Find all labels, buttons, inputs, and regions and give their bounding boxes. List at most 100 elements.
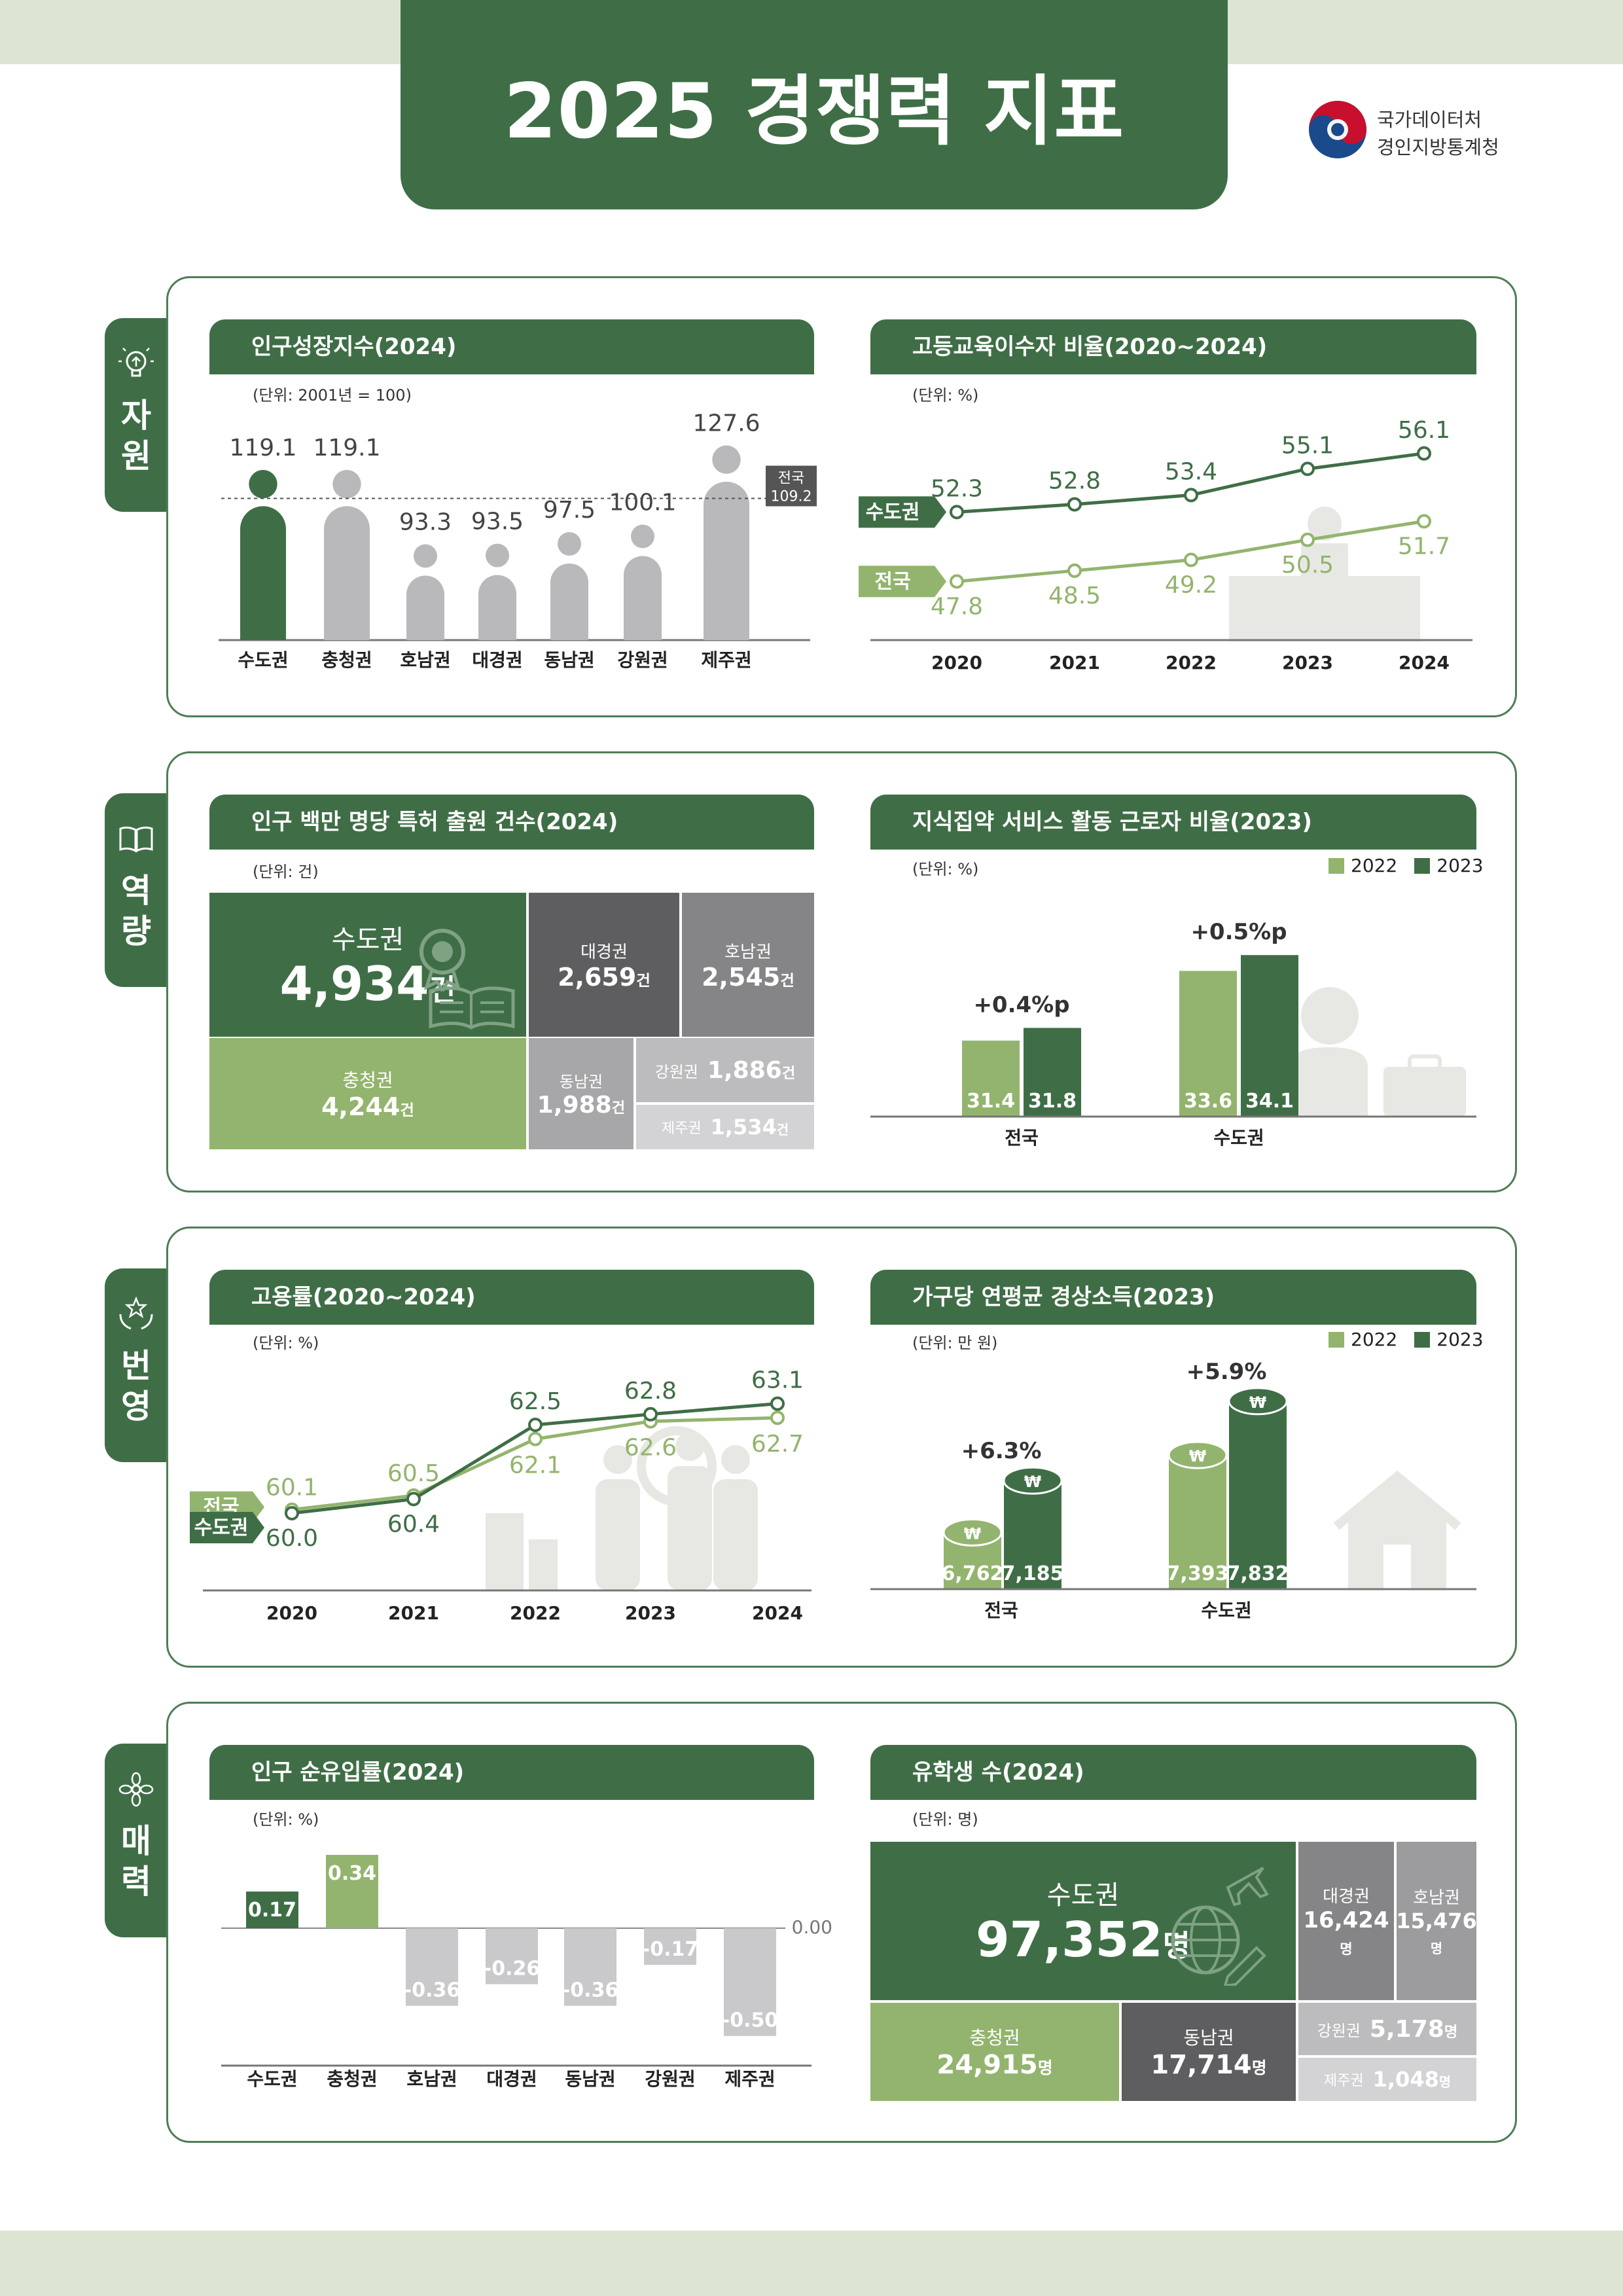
legend-label-2023: 2023 (1436, 855, 1484, 876)
data-label: 60.1 (266, 1475, 318, 1501)
unit-net-inflow: (단위: %) (253, 1810, 319, 1829)
region-label: 대경권 (1323, 1886, 1370, 1907)
data-point (528, 1418, 543, 1432)
data-point (1067, 497, 1082, 512)
bar-base (478, 607, 516, 640)
region-label: 제주권 (1323, 2073, 1364, 2089)
tick-label: 2020 (931, 652, 982, 673)
chart-pop-growth: 119.1 수도권 119.1 충청권 93.3 호남권 93.5 대경권 97.5 동남권 100… (219, 410, 817, 671)
tick-label: 제주권 (701, 649, 751, 671)
region-label: 동남권 (1183, 2027, 1234, 2049)
value-label: 16,424명 (1303, 1907, 1389, 1957)
data-point (770, 1410, 785, 1426)
treemap-cell-gangwon: 강원권 1,886건 (636, 1038, 814, 1102)
tick-label: 2023 (625, 1602, 676, 1624)
tick-label: 수도권 (238, 649, 288, 671)
tick-label: 대경권 (472, 649, 522, 671)
series-tag (859, 565, 946, 598)
data-label: 0.17 (248, 1899, 296, 1922)
tick-label: 호남권 (406, 2068, 457, 2090)
data-label: -0.17 (642, 1938, 698, 1961)
legend-swatch-2022 (1329, 857, 1344, 874)
house-roof-icon (1333, 1470, 1461, 1530)
legend-knowledge: 2022 2023 (1329, 855, 1484, 876)
bar (564, 1928, 616, 2006)
tick-label: 제주권 (724, 2068, 775, 2090)
region-label: 수도권 (1046, 1880, 1120, 1910)
bar-base (324, 573, 370, 640)
data-label: 119.1 (229, 435, 296, 461)
tick-label: 대경권 (486, 2068, 537, 2090)
data-label: 93.5 (471, 509, 524, 535)
coin-top (1228, 1387, 1288, 1416)
data-point (285, 1506, 299, 1520)
treemap-cell-row: 강원권 5,178명 (1298, 2016, 1476, 2043)
series-tag (859, 496, 946, 528)
data-label: 60.4 (387, 1511, 440, 1537)
chart-net-inflow: 0.00 0.17 수도권 0.34 충청권 -0.36 호남권 -0.26 대경권 -0.36 동… (221, 1855, 832, 2090)
org-name-1: 국가데이터처 (1377, 109, 1482, 131)
section-label-attraction: 매력 (121, 1822, 151, 1901)
tick-label: 2022 (1166, 652, 1217, 673)
reference-box (766, 465, 817, 507)
coin-symbol: ₩ (964, 1524, 982, 1543)
unit-suffix: 건 (776, 1122, 789, 1138)
coin-top (1003, 1466, 1063, 1495)
person-head (712, 445, 741, 474)
series-tag-label: 수도권 (194, 1516, 249, 1539)
treemap-cell-honam: 호남권 15,476명 (1396, 1842, 1477, 2000)
house-door-icon (1383, 1545, 1411, 1589)
treemap-cell-jeju: 제주권 1,048명 (1298, 2058, 1476, 2101)
legend-swatch-2022 (1329, 1331, 1344, 1348)
briefcase-handle-icon (1408, 1054, 1442, 1071)
data-label: 6,762 (942, 1562, 1004, 1585)
unit-suffix: 건 (780, 971, 794, 990)
data-label: 97.5 (543, 497, 596, 524)
person-body-icon (1289, 1047, 1368, 1117)
coin-symbol: ₩ (1249, 1393, 1267, 1412)
person-head (631, 524, 654, 548)
tick-label: 강원권 (645, 2068, 695, 2090)
org-name-2: 경인지방통계청 (1377, 136, 1499, 158)
unit-suffix: 명 (1251, 2058, 1267, 2077)
data-label: 93.3 (399, 509, 452, 535)
coin-symbol: ₩ (1189, 1447, 1207, 1465)
data-label: -0.36 (562, 1979, 618, 2002)
region-label: 강원권 (654, 1062, 698, 1081)
data-label: 7,393 (1167, 1562, 1229, 1585)
school-wing-icon (1229, 576, 1301, 641)
unit-patent: (단위: 건) (253, 863, 319, 881)
panel-title-higher-edu: 고등교육이수자 비율(2020~2024) (870, 319, 1476, 374)
briefcase-icon (1383, 1067, 1466, 1117)
region-label: 대경권 (580, 942, 628, 962)
legend-income: 2022 2023 (1329, 1329, 1484, 1350)
tick-label: 전국 (1005, 1127, 1039, 1149)
bar (1024, 1028, 1081, 1117)
data-point (643, 1407, 658, 1422)
annotation: +0.5%p (1190, 919, 1287, 945)
bar (246, 1892, 298, 1928)
data-label: 31.4 (967, 1090, 1015, 1113)
unit-suffix: 명 (1037, 2058, 1053, 2077)
treemap-cell-row: 제주권 1,534건 (636, 1115, 814, 1139)
tick-label: 호남권 (400, 649, 450, 671)
treemap-cell-dongnam: 동남권 17,714명 (1122, 2003, 1296, 2101)
bar (406, 1928, 458, 2006)
section-label-resources: 자원 (121, 397, 151, 475)
region-label: 제주권 (661, 1121, 702, 1137)
data-point (1300, 461, 1315, 476)
bar-base (406, 607, 444, 640)
series-tag-label: 전국 (874, 570, 910, 593)
region-label: 충청권 (969, 2027, 1020, 2049)
annotation: +0.4%p (973, 992, 1069, 1018)
data-label: 7,832 (1227, 1562, 1289, 1585)
chart-income: ₩6,762 ₩7,185 +6.3% 전국 ₩7,393 ₩7,832 +5.9% 수도권 (870, 1359, 1476, 1621)
people-body-icon (596, 1479, 640, 1590)
data-label: 50.5 (1281, 552, 1334, 579)
data-point (406, 1492, 421, 1507)
panel-title-knowledge: 지식집약 서비스 활동 근로자 비율(2023) (870, 795, 1476, 850)
bar (326, 1855, 378, 1928)
annotation: +5.9% (1186, 1359, 1267, 1385)
coin-symbol: ₩ (1024, 1473, 1042, 1491)
